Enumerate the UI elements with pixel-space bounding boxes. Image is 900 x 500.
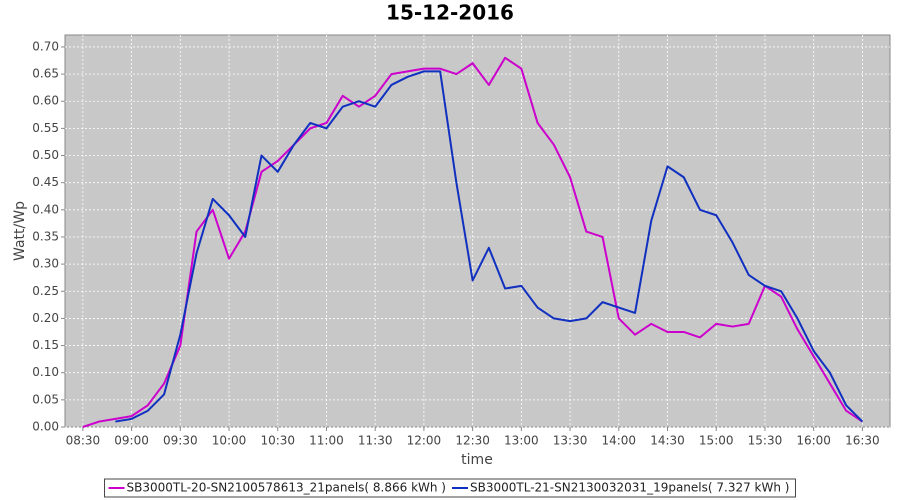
y-tick-label: 0.05 bbox=[32, 392, 59, 406]
x-tick-label: 10:00 bbox=[212, 434, 247, 448]
y-tick-label: 0.45 bbox=[32, 175, 59, 189]
x-tick-label: 13:00 bbox=[504, 434, 539, 448]
x-tick-label: 15:00 bbox=[699, 434, 734, 448]
x-tick-label: 13:30 bbox=[553, 434, 588, 448]
x-tick-label: 12:30 bbox=[455, 434, 490, 448]
x-tick-label: 10:30 bbox=[260, 434, 295, 448]
y-tick-label: 0.70 bbox=[32, 39, 59, 53]
legend-text: SB3000TL-21-SN2130032031_19panels( 7.327… bbox=[470, 481, 789, 495]
x-tick-label: 11:00 bbox=[309, 434, 344, 448]
legend-box bbox=[104, 478, 796, 498]
x-tick-label: 16:30 bbox=[845, 434, 880, 448]
series-line bbox=[115, 70, 864, 423]
y-tick-label: 0.50 bbox=[32, 148, 59, 162]
y-tick-label: 0.35 bbox=[32, 229, 59, 243]
x-tick-label: 09:00 bbox=[114, 434, 149, 448]
y-tick-label: 0.40 bbox=[32, 202, 59, 216]
plot-area bbox=[64, 34, 891, 428]
x-tick-label: 09:30 bbox=[163, 434, 198, 448]
x-tick-label: 14:00 bbox=[601, 434, 636, 448]
x-tick-label: 15:30 bbox=[748, 434, 783, 448]
y-tick-label: 0.10 bbox=[32, 365, 59, 379]
chart-title: 15-12-2016 bbox=[386, 1, 514, 25]
y-tick-label: 0.20 bbox=[32, 311, 59, 325]
legend: SB3000TL-20-SN2100578613_21panels( 8.866… bbox=[104, 478, 796, 498]
y-tick-label: 0.00 bbox=[32, 420, 59, 434]
x-tick-label: 08:30 bbox=[66, 434, 101, 448]
x-axis-label: time bbox=[461, 452, 493, 468]
x-tick-label: 12:00 bbox=[407, 434, 442, 448]
x-tick-label: 14:30 bbox=[650, 434, 685, 448]
y-axis-label: Watt/Wp bbox=[12, 201, 28, 261]
series-line bbox=[82, 56, 863, 428]
y-tick-label: 0.30 bbox=[32, 257, 59, 271]
y-tick-label: 0.65 bbox=[32, 67, 59, 81]
y-tick-label: 0.55 bbox=[32, 121, 59, 135]
x-tick-label: 11:30 bbox=[358, 434, 393, 448]
y-tick-label: 0.25 bbox=[32, 284, 59, 298]
x-tick-label: 16:00 bbox=[796, 434, 831, 448]
y-tick-label: 0.15 bbox=[32, 338, 59, 352]
legend-text: SB3000TL-20-SN2100578613_21panels( 8.866… bbox=[127, 481, 446, 495]
y-tick-label: 0.60 bbox=[32, 94, 59, 108]
